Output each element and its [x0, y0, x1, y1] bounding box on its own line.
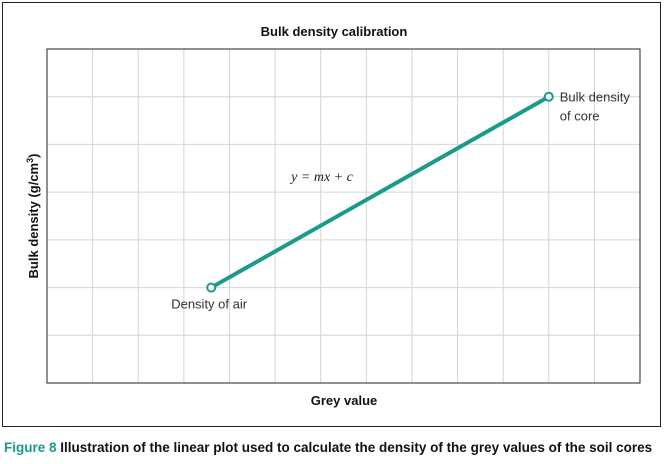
figure-caption: Figure 8 Illustration of the linear plot…: [4, 440, 652, 455]
y-axis-label-superscript: 3: [24, 157, 35, 163]
figure-number: Figure 8: [4, 440, 57, 455]
annotation-group: Density of air Bulk density of core y = mx …: [171, 90, 630, 312]
plot-area-border: [46, 48, 641, 384]
annotation-bulk-density-of-core-line1: Bulk density: [560, 90, 631, 105]
y-axis-label: Bulk density (g/cm3): [25, 154, 41, 279]
annotation-bulk-density-of-core-line2: of core: [560, 109, 600, 124]
figure-frame: [2, 2, 661, 427]
equation-label: y = mx + c: [289, 170, 353, 185]
caption-text: Illustration of the linear plot used to …: [56, 440, 653, 455]
annotation-density-of-air: Density of air: [171, 297, 248, 312]
y-axis-label-text: Bulk density (g/cm: [26, 162, 42, 279]
x-axis-label: Grey value: [310, 393, 378, 408]
grid-lines: [47, 49, 640, 383]
y-axis-label-close: ): [26, 153, 42, 158]
data-point: [206, 282, 217, 293]
series-line: [210, 94, 550, 290]
series-group: [206, 91, 554, 293]
data-point: [543, 91, 554, 102]
chart-title: Bulk density calibration: [260, 24, 408, 39]
